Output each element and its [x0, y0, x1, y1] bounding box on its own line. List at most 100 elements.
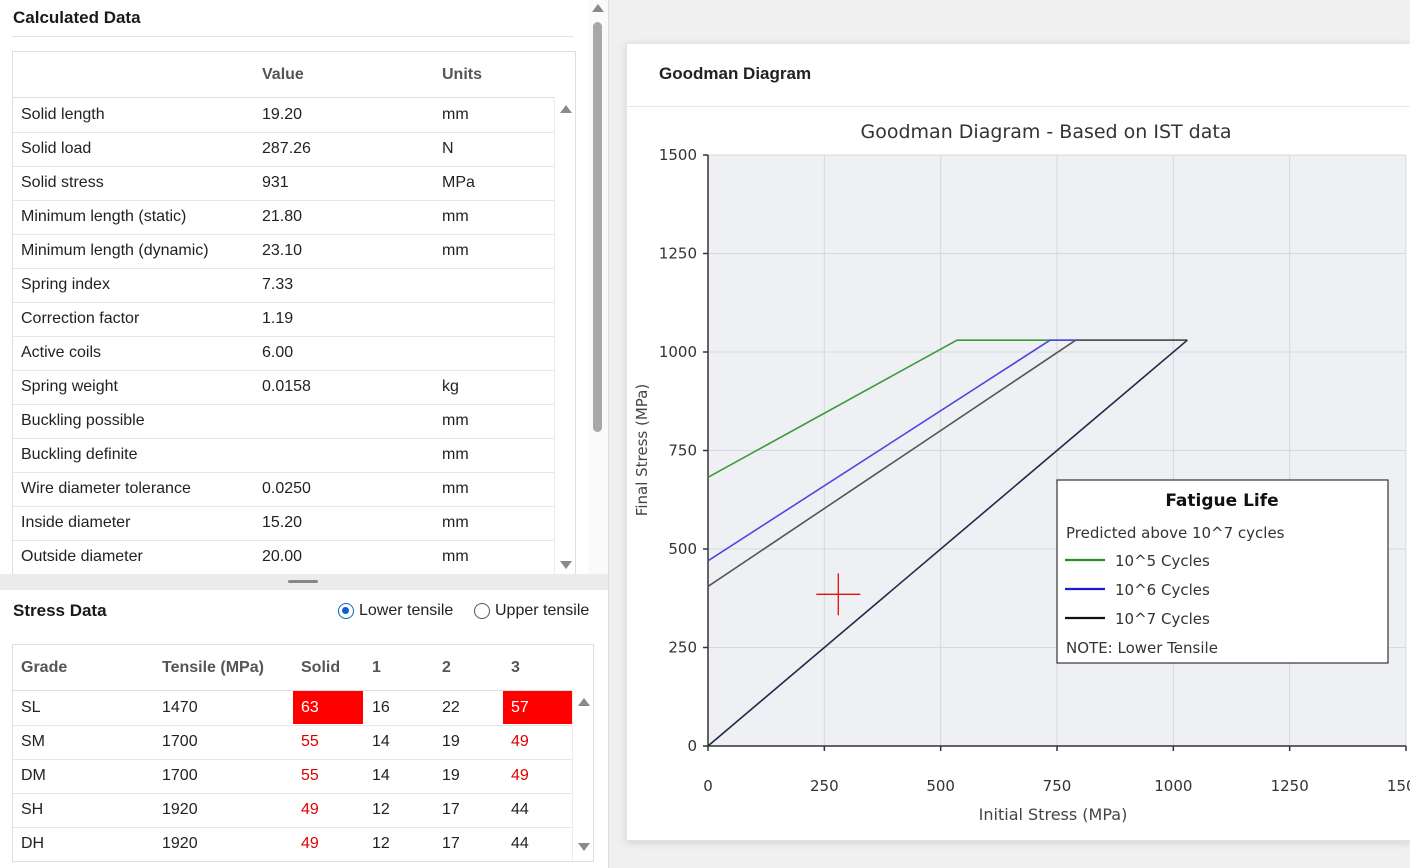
y-tick-label: 0 — [687, 737, 697, 755]
stress-scroll-down-icon[interactable] — [578, 843, 590, 851]
splitter-grip-icon[interactable] — [288, 580, 318, 583]
row-unit: mm — [442, 412, 469, 429]
col1-cell: 16 — [372, 699, 390, 716]
stress-grid-header: Grade Tensile (MPa) Solid 1 2 3 — [13, 645, 573, 691]
radio-lower-tensile[interactable]: Lower tensile — [338, 602, 453, 620]
solid-cell: 49 — [301, 835, 319, 852]
tensile-cell: 1700 — [162, 767, 198, 784]
col1-cell: 14 — [372, 767, 390, 784]
row-value: 7.33 — [262, 276, 294, 293]
grade-cell: SM — [21, 733, 45, 750]
col2-cell: 19 — [442, 733, 460, 750]
radio-unselected-icon[interactable] — [474, 603, 490, 619]
y-tick-label: 250 — [668, 639, 697, 657]
solid-cell: 49 — [301, 801, 319, 818]
radio-upper-tensile-label: Upper tensile — [495, 602, 590, 619]
calculated-row[interactable]: Solid length 19.20 mm — [13, 98, 555, 133]
calculated-grid-header: Value Units — [13, 52, 555, 98]
calculated-row[interactable]: Buckling possible mm — [13, 404, 555, 439]
calculated-row[interactable]: Solid load 287.26 N — [13, 132, 555, 167]
row-label: Wire diameter tolerance — [21, 480, 191, 497]
solid-column-header[interactable]: Solid — [301, 659, 341, 676]
legend-subtitle: Predicted above 10^7 cycles — [1066, 524, 1285, 542]
calculated-row[interactable]: Buckling definite mm — [13, 438, 555, 473]
calculated-row[interactable]: Outside diameter 20.00 mm — [13, 540, 555, 575]
tensile-cell: 1470 — [162, 699, 198, 716]
title-divider — [12, 36, 574, 37]
col2-cell: 17 — [442, 835, 460, 852]
row-unit: mm — [442, 208, 469, 225]
row-unit: mm — [442, 548, 469, 565]
calculated-row[interactable]: Spring weight 0.0158 kg — [13, 370, 555, 405]
stress-data-grid: Grade Tensile (MPa) Solid 1 2 3 SL 1470 63… — [12, 644, 594, 862]
row-unit: mm — [442, 242, 469, 259]
calculated-row[interactable]: Minimum length (static) 21.80 mm — [13, 200, 555, 235]
row-label: Buckling possible — [21, 412, 145, 429]
calculated-row[interactable]: Correction factor 1.19 — [13, 302, 555, 337]
calculated-row[interactable]: Spring index 7.33 — [13, 268, 555, 303]
calculated-grid-scrollbar[interactable] — [554, 97, 575, 575]
x-tick-label: 1500 — [1387, 777, 1410, 795]
stress-scroll-up-icon[interactable] — [578, 698, 590, 706]
y-axis-label: Final Stress (MPa) — [633, 384, 651, 516]
row-value: 0.0158 — [262, 378, 311, 395]
col2-cell: 19 — [442, 767, 460, 784]
solid-cell: 63 — [293, 691, 363, 724]
row-value: 19.20 — [262, 106, 303, 123]
radio-lower-tensile-label: Lower tensile — [359, 602, 454, 619]
units-column-header[interactable]: Units — [442, 66, 482, 83]
series-line — [707, 339, 1188, 588]
scroll-up-arrow-icon[interactable] — [560, 105, 572, 113]
grade-cell: DM — [21, 767, 46, 784]
radio-selected-icon[interactable] — [338, 603, 354, 619]
column-2-header[interactable]: 2 — [442, 659, 451, 676]
row-value: 15.20 — [262, 514, 303, 531]
row-label: Minimum length (static) — [21, 208, 187, 225]
column-1-header[interactable]: 1 — [372, 659, 381, 676]
column-3-header[interactable]: 3 — [511, 659, 520, 676]
grade-column-header[interactable]: Grade — [21, 659, 68, 676]
goodman-chart: 0 250 500 750 1000 1250 1500 0 250 500 750 1000 1250… — [633, 121, 1410, 824]
scroll-down-arrow-icon[interactable] — [560, 561, 572, 569]
col1-cell: 12 — [372, 801, 390, 818]
panel-scrollbar[interactable] — [588, 0, 608, 576]
stress-row[interactable]: SH 1920 49 12 17 44 — [13, 793, 573, 828]
legend-entry-label: 10^5 Cycles — [1115, 552, 1210, 570]
stress-row[interactable]: DM 1700 55 14 19 49 — [13, 759, 573, 794]
tensile-cell: 1700 — [162, 733, 198, 750]
stress-row[interactable]: SL 1470 63 16 22 57 — [13, 691, 573, 726]
row-unit: mm — [442, 446, 469, 463]
value-column-header[interactable]: Value — [262, 66, 304, 83]
panel-scroll-thumb[interactable] — [593, 22, 602, 432]
grade-cell: SH — [21, 801, 44, 818]
calculated-row[interactable]: Active coils 6.00 — [13, 336, 555, 371]
row-label: Solid length — [21, 106, 105, 123]
row-value: 931 — [262, 174, 289, 191]
stress-grid-scrollbar[interactable] — [572, 690, 593, 861]
calculated-data-title: Calculated Data — [13, 8, 141, 27]
row-value: 21.80 — [262, 208, 303, 225]
left-panel: Calculated Data Value Units Solid length… — [0, 0, 609, 868]
grade-cell: DH — [21, 835, 45, 852]
stress-row[interactable]: SM 1700 55 14 19 49 — [13, 725, 573, 760]
row-unit: N — [442, 140, 454, 157]
radio-upper-tensile[interactable]: Upper tensile — [474, 602, 589, 620]
panel-splitter[interactable] — [0, 574, 608, 590]
stress-data-title: Stress Data — [13, 601, 107, 620]
row-label: Minimum length (dynamic) — [21, 242, 209, 259]
calculated-row[interactable]: Wire diameter tolerance 0.0250 mm — [13, 472, 555, 507]
legend: Fatigue Life Predicted above 10^7 cycles 1… — [1056, 479, 1389, 664]
stress-row[interactable]: DH 1920 49 12 17 44 — [13, 827, 573, 861]
col3-cell: 57 — [503, 691, 573, 724]
row-label: Buckling definite — [21, 446, 138, 463]
y-tick-label: 500 — [668, 540, 697, 558]
calculated-row[interactable]: Minimum length (dynamic) 23.10 mm — [13, 234, 555, 269]
x-tick-label: 1250 — [1271, 777, 1309, 795]
col2-cell: 22 — [442, 699, 460, 716]
calculated-row[interactable]: Inside diameter 15.20 mm — [13, 506, 555, 541]
panel-scroll-up-icon[interactable] — [592, 4, 604, 12]
row-value: 23.10 — [262, 242, 303, 259]
calculated-row[interactable]: Solid stress 931 MPa — [13, 166, 555, 201]
col3-cell: 44 — [511, 835, 529, 852]
tensile-column-header[interactable]: Tensile (MPa) — [162, 659, 264, 676]
